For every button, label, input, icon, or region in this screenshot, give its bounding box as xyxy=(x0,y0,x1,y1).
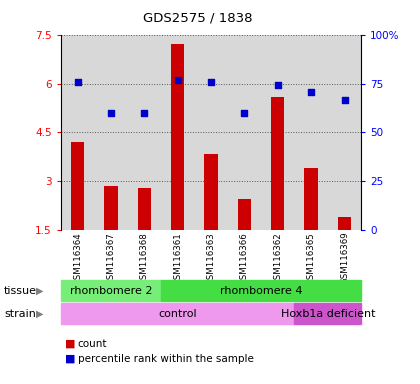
Bar xyxy=(194,35,228,230)
Text: percentile rank within the sample: percentile rank within the sample xyxy=(78,354,254,364)
Bar xyxy=(304,169,318,230)
Text: count: count xyxy=(78,339,107,349)
Bar xyxy=(228,35,261,230)
Point xyxy=(108,110,114,116)
Bar xyxy=(271,97,284,230)
Text: Hoxb1a deficient: Hoxb1a deficient xyxy=(281,309,375,319)
Point xyxy=(308,89,315,95)
Point xyxy=(274,82,281,88)
Text: rhombomere 2: rhombomere 2 xyxy=(70,286,152,296)
Bar xyxy=(61,35,94,230)
Text: control: control xyxy=(158,309,197,319)
Bar xyxy=(328,35,361,230)
Bar xyxy=(261,35,294,230)
Point xyxy=(208,79,215,85)
Bar xyxy=(171,45,184,230)
Bar xyxy=(138,188,151,230)
Bar xyxy=(61,303,294,324)
Bar xyxy=(294,303,361,324)
Text: ■: ■ xyxy=(65,339,76,349)
Text: ▶: ▶ xyxy=(36,286,44,296)
Text: tissue: tissue xyxy=(4,286,37,296)
Text: rhombomere 4: rhombomere 4 xyxy=(220,286,302,296)
Point xyxy=(341,97,348,103)
Text: ■: ■ xyxy=(65,354,76,364)
Text: ▶: ▶ xyxy=(36,309,44,319)
Text: GDS2575 / 1838: GDS2575 / 1838 xyxy=(143,12,252,25)
Bar xyxy=(294,35,328,230)
Bar xyxy=(238,199,251,230)
Bar xyxy=(338,217,351,230)
Point xyxy=(241,110,248,116)
Bar xyxy=(161,35,194,230)
Bar xyxy=(128,35,161,230)
Point xyxy=(141,110,148,116)
Bar xyxy=(61,280,161,301)
Bar xyxy=(71,142,84,230)
Text: strain: strain xyxy=(4,309,36,319)
Point xyxy=(174,77,181,83)
Point xyxy=(74,79,81,85)
Bar xyxy=(94,35,128,230)
Bar xyxy=(205,154,218,230)
Bar xyxy=(161,280,361,301)
Bar xyxy=(104,186,118,230)
